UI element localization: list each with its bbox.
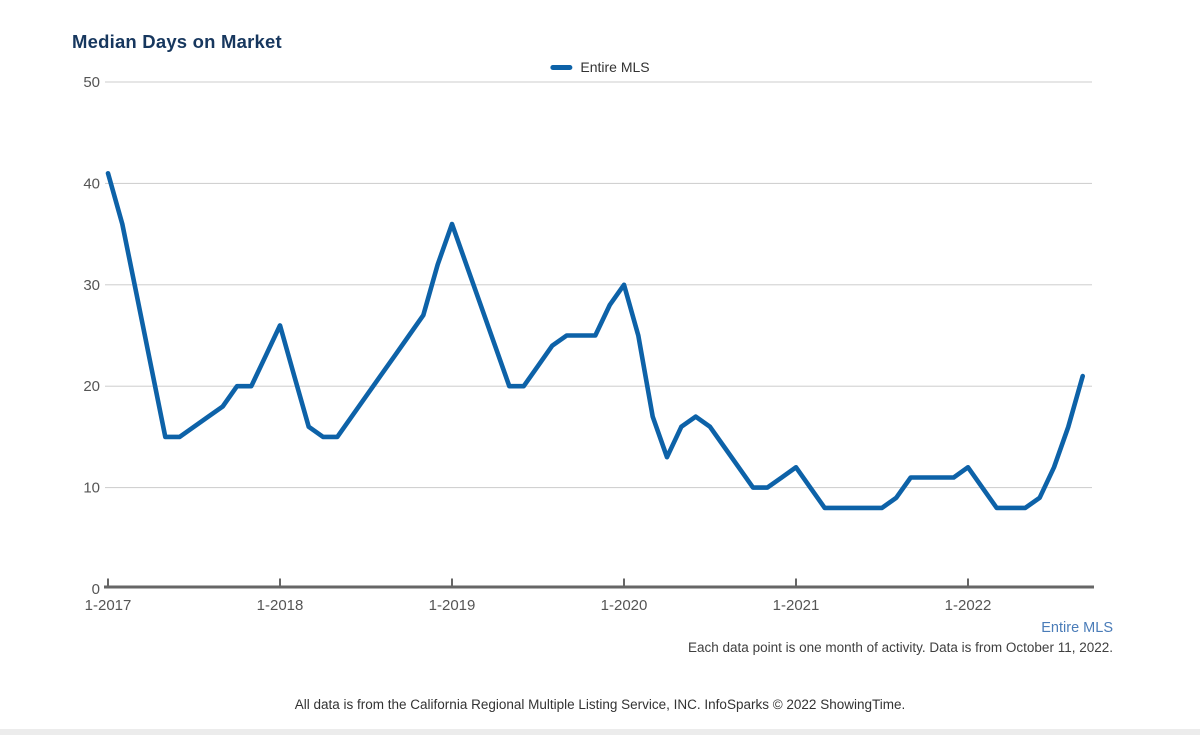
x-axis-label-1-2020: 1-2020 [601,597,648,614]
x-tick-1-2022 [967,578,969,587]
gridline-y-30 [105,284,1092,286]
x-axis-label-1-2018: 1-2018 [257,597,304,614]
series-line-entire-mls[interactable] [105,171,1085,511]
attribution-text: All data is from the California Regional… [294,697,906,712]
y-axis-label-30: 30 [83,277,100,294]
legend-line-swatch [550,64,573,70]
x-tick-1-2021 [795,578,797,587]
x-axis-label-1-2019: 1-2019 [429,597,476,614]
series-link[interactable]: Entire MLS [1041,620,1113,636]
x-axis-label-1-2017: 1-2017 [85,597,132,614]
x-tick-1-2017 [107,578,109,587]
x-axis-line [104,585,1094,589]
gridline-y-20 [105,385,1092,387]
legend-label: Entire MLS [580,59,650,75]
page-bottom-edge [0,729,1200,735]
gridline-y-50 [105,81,1092,83]
x-tick-1-2019 [451,578,453,587]
y-axis-label-50: 50 [83,74,100,91]
x-axis-label-1-2022: 1-2022 [945,597,992,614]
x-axis-label-1-2021: 1-2021 [773,597,820,614]
y-axis-label-0: 0 [92,581,100,598]
chart-title: Median Days on Market [72,31,282,52]
legend[interactable]: Entire MLS [550,59,650,75]
y-axis-label-20: 20 [83,378,100,395]
gridline-y-10 [105,487,1092,489]
y-axis-label-10: 10 [83,480,100,497]
data-footnote: Each data point is one month of activity… [688,640,1113,655]
gridline-y-40 [105,182,1092,184]
x-tick-1-2018 [279,578,281,587]
x-tick-1-2020 [623,578,625,587]
y-axis-label-40: 40 [83,175,100,192]
